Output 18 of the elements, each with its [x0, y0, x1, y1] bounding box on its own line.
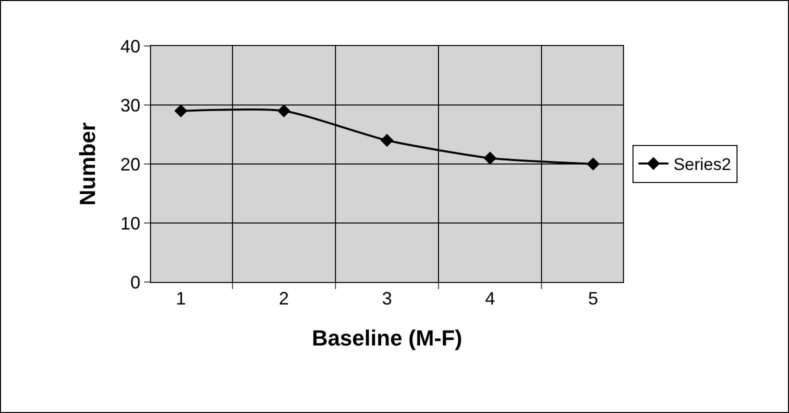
y-axis-title: Number [75, 122, 100, 206]
x-tick-label: 2 [278, 288, 289, 309]
point [380, 134, 394, 147]
point [586, 158, 600, 170]
point [484, 152, 497, 165]
x-tick-label: 1 [176, 288, 186, 309]
x-tick-label: 5 [588, 288, 598, 309]
y-tick-label: 10 [120, 213, 140, 234]
point [277, 104, 290, 118]
y-tick-label: 30 [120, 95, 140, 116]
y-tick-label: 0 [130, 272, 140, 292]
legend-label: Series2 [673, 155, 732, 174]
x-axis-title: Baseline (M-F) [312, 326, 462, 350]
point [174, 104, 188, 118]
y-tick-label: 20 [120, 154, 140, 174]
x-tick-label: 3 [382, 288, 392, 309]
y-tick-label: 40 [120, 36, 140, 56]
x-tick-label: 4 [485, 288, 496, 309]
